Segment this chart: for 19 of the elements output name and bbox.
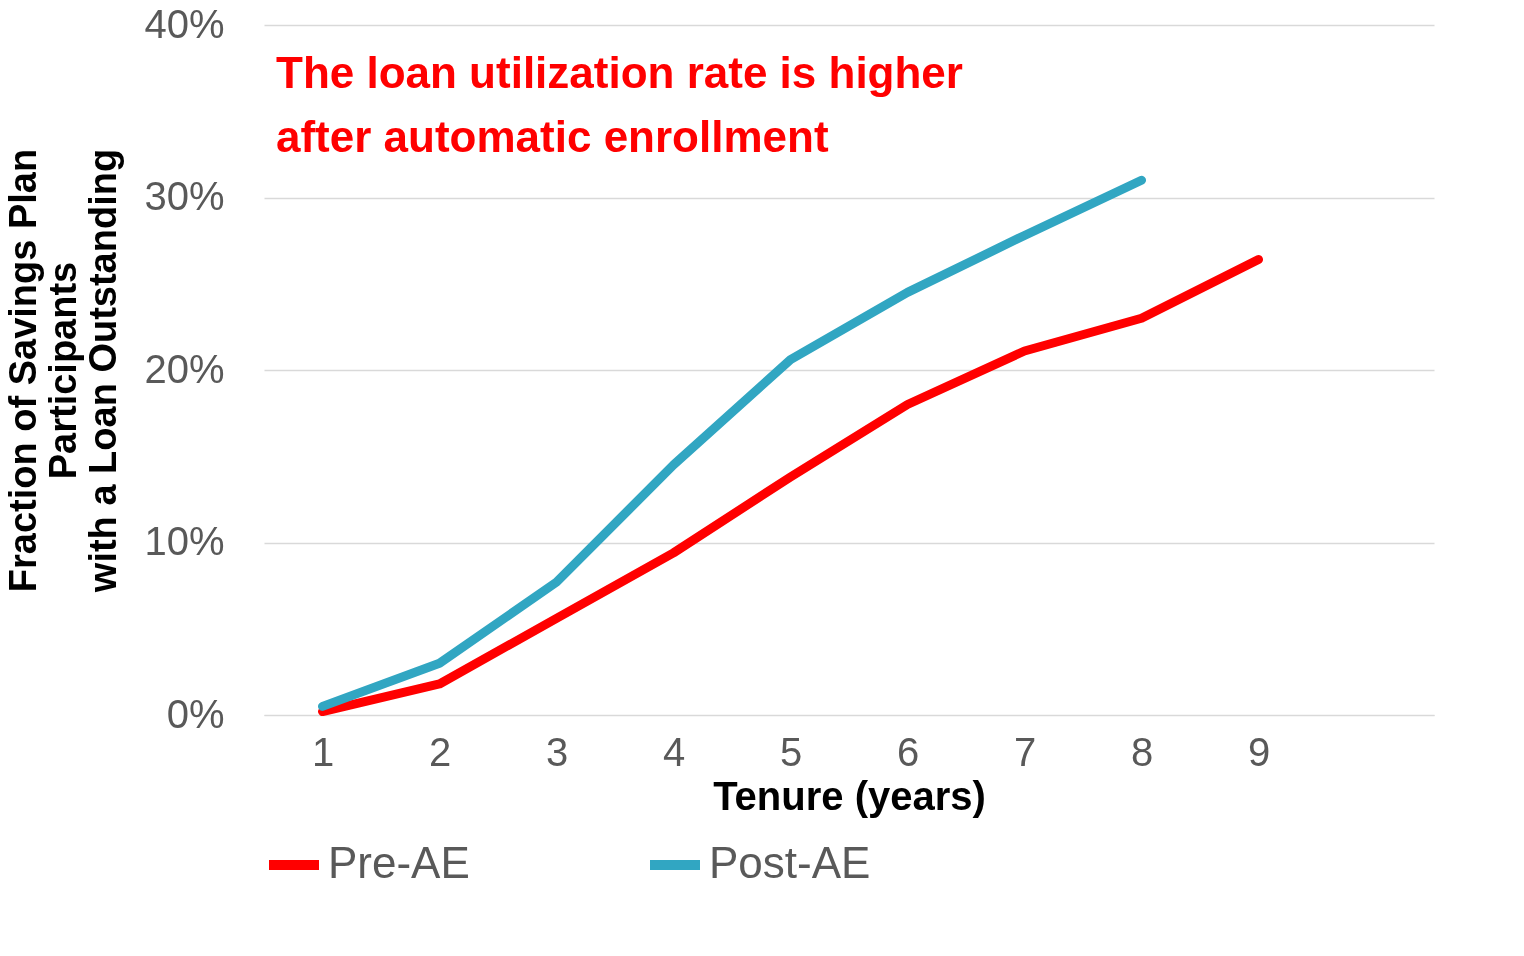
y-tick-label: 40% bbox=[144, 1, 225, 46]
x-tick-label: 7 bbox=[1013, 729, 1037, 774]
x-tick-label: 9 bbox=[1247, 729, 1271, 774]
legend-label: Pre-AE bbox=[328, 838, 470, 887]
legend-label: Post-AE bbox=[709, 838, 871, 887]
x-tick-label: 1 bbox=[311, 729, 335, 774]
x-tick-label: 3 bbox=[545, 729, 569, 774]
x-tick-label: 6 bbox=[896, 729, 920, 774]
x-tick-label: 4 bbox=[662, 729, 686, 774]
x-tick-label: 5 bbox=[779, 729, 803, 774]
y-tick-label: 30% bbox=[144, 174, 225, 218]
y-axis-title: Fraction of Savings Plan Participants with a Loan Outstanding bbox=[2, 148, 125, 594]
x-tick-label: 2 bbox=[428, 729, 452, 774]
x-tick-label: 8 bbox=[1130, 729, 1154, 774]
y-tick-label: 0% bbox=[166, 691, 225, 736]
y-tick-label: 20% bbox=[144, 346, 225, 391]
annotation: The loan utilization rate is higher after automatic enrollment bbox=[276, 48, 963, 161]
y-tick-label: 10% bbox=[144, 519, 225, 563]
x-axis-title: Tenure (years) bbox=[713, 773, 986, 818]
